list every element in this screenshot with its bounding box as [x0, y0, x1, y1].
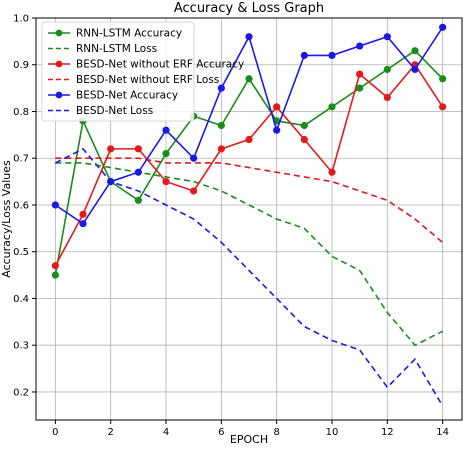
series-4-point [162, 126, 170, 134]
y-tick-label: 0.3 [13, 341, 29, 352]
series-4-point [328, 51, 336, 59]
series-0-point [134, 196, 142, 204]
y-tick-label: 0.5 [13, 247, 29, 258]
legend-marker-4 [55, 91, 63, 99]
tick-layer: 0 2 4 6 8 10 12 14 0.2 0.3 0.4 0.5 0.6 0.7 0.8 0.9 1.0 [13, 14, 449, 439]
series-4-point [300, 51, 308, 59]
series-4-point [383, 33, 391, 41]
series-line-1 [55, 162, 443, 347]
series-0-point [439, 75, 447, 83]
series-4-point [190, 154, 198, 162]
y-axis-title: Accuracy/Loss Values [0, 160, 13, 278]
series-2-point [162, 178, 170, 186]
legend-box [41, 21, 195, 122]
y-tick-label: 0.2 [13, 387, 29, 398]
y-tick-label: 0.6 [13, 200, 29, 211]
series-0-point [383, 65, 391, 74]
x-tick-label: 0 [52, 427, 58, 438]
series-2-point [107, 145, 115, 153]
y-tick-label: 0.9 [13, 60, 29, 71]
chart-title: Accuracy & Loss Graph [174, 1, 324, 16]
series-2-point [300, 135, 308, 144]
series-2-point [79, 210, 87, 218]
series-2-point [190, 187, 198, 195]
series-0-point [217, 121, 225, 130]
legend-label-5: BESD-Net Loss [76, 105, 153, 117]
series-0-point [245, 75, 253, 83]
series-2-point [245, 135, 253, 144]
legend-label-1: RNN-LSTM Loss [76, 43, 157, 55]
x-tick-label: 4 [163, 427, 169, 438]
x-tick-label: 12 [381, 427, 394, 438]
legend-label-3: BESD-Net without ERF Loss [76, 74, 219, 86]
series-4-point [245, 33, 253, 41]
series-2-point [383, 93, 391, 102]
plot-frame [35, 17, 463, 421]
series-4-point [79, 220, 87, 228]
series-2-point [439, 103, 447, 111]
series-2-point [134, 145, 142, 153]
series-2-point [328, 168, 336, 176]
x-tick-label: 6 [218, 427, 224, 438]
x-tick-label: 8 [273, 427, 279, 438]
x-tick-label: 14 [436, 427, 449, 438]
y-tick-label: 0.7 [13, 154, 29, 165]
series-0-point [162, 149, 170, 158]
series-2-point [273, 103, 281, 111]
series-4-point [217, 84, 225, 92]
y-tick-label: 1.0 [13, 14, 29, 25]
y-tick-label: 0.4 [13, 294, 29, 305]
series-2-point [217, 145, 225, 153]
series-0-point [300, 121, 308, 130]
x-tick-label: 10 [326, 427, 339, 438]
legend-marker-0 [55, 29, 63, 37]
x-tick-label: 2 [108, 427, 114, 438]
series-4-point [51, 201, 59, 209]
series-0-point [51, 271, 59, 279]
series-0-point [356, 84, 364, 92]
series-line-3 [55, 157, 444, 243]
series-4-point [356, 42, 364, 50]
x-axis-title: EPOCH [230, 433, 268, 446]
series-0-point [411, 47, 419, 55]
legend-label-2: BESD-Net without ERF Accuracy [76, 59, 244, 71]
series-2-point [51, 262, 59, 270]
legend-label-0: RNN-LSTM Accuracy [76, 28, 182, 40]
series-line-5 [55, 147, 444, 407]
series-4-point [439, 23, 447, 31]
series-2-point [356, 70, 364, 78]
legend-label-4: BESD-Net Accuracy [76, 90, 178, 102]
series-4-point [134, 168, 142, 176]
series-4-point [273, 126, 281, 134]
legend-marker-2 [55, 60, 63, 68]
y-tick-label: 0.8 [13, 107, 29, 118]
series-0-point [328, 103, 336, 111]
series-4-point [411, 65, 419, 74]
legend: RNN-LSTM Accuracy RNN-LSTM Loss BESD-Net w… [41, 21, 244, 122]
